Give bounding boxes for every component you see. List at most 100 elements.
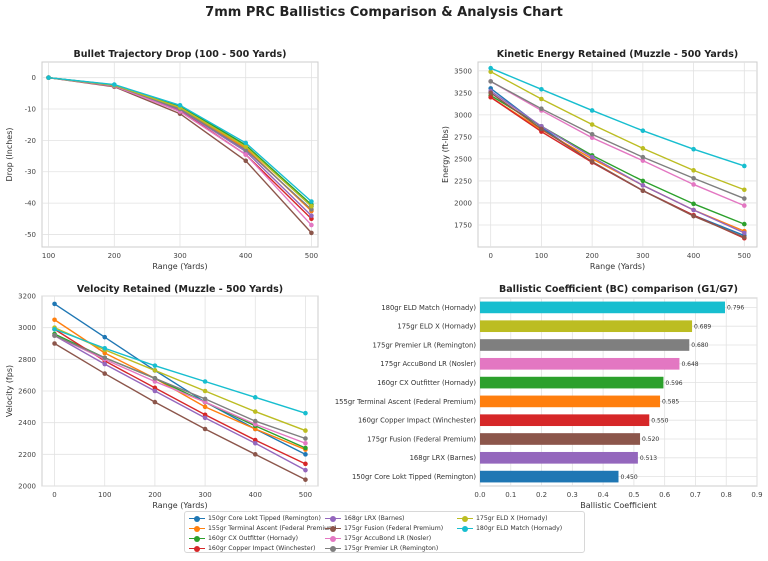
data-point: [303, 436, 308, 441]
y-tick-label: 3000: [18, 324, 36, 332]
series-line: [490, 80, 745, 207]
data-point: [742, 235, 747, 240]
y-tick-label: 3000: [454, 111, 472, 119]
data-point: [691, 182, 696, 187]
data-point: [303, 428, 308, 433]
series-9: [488, 65, 747, 169]
bar: [480, 451, 638, 464]
bar: [480, 414, 650, 427]
data-point: [202, 412, 208, 418]
y-tick-label: 2800: [18, 356, 36, 364]
data-point: [488, 90, 493, 96]
data-point: [691, 213, 696, 219]
category-label: 160gr Copper Impact (Winchester): [358, 417, 476, 425]
data-point: [488, 94, 493, 100]
data-point: [640, 158, 646, 163]
bar-value-label: 0.648: [681, 361, 698, 368]
legend-item: 155gr Terminal Ascent (Federal Premium): [189, 523, 336, 534]
x-tick-label: 100: [42, 252, 55, 260]
data-point: [589, 159, 595, 164]
data-point: [691, 175, 696, 181]
data-point: [243, 158, 249, 164]
legend-swatch: [189, 533, 205, 544]
data-point: [488, 79, 493, 84]
data-point: [111, 82, 117, 87]
data-point: [243, 140, 249, 146]
series-9: [52, 326, 308, 416]
bar-value-label: 0.680: [691, 342, 708, 349]
bar: [480, 357, 680, 370]
bar-value-label: 0.796: [727, 305, 744, 312]
panel-bc: Ballistic Coefficient (BC) comparison (G…: [335, 284, 763, 510]
legend-label: 160gr Copper Impact (Winchester): [208, 545, 316, 552]
series-7: [52, 333, 308, 441]
data-point: [691, 201, 696, 207]
data-point: [303, 452, 308, 457]
legend-marker: [194, 545, 200, 552]
series-line: [54, 342, 306, 481]
data-point: [589, 135, 595, 141]
data-point: [252, 421, 258, 427]
panel-title: Ballistic Coefficient (BC) comparison (G…: [499, 284, 738, 295]
y-tick-label: 0: [32, 74, 36, 82]
legend-item: 175gr Fusion (Federal Premium): [325, 523, 443, 534]
legend-label: 175gr AccuBond LR (Nosler): [344, 535, 432, 542]
series-line: [54, 303, 306, 455]
legend-marker: [330, 545, 336, 552]
data-point: [640, 188, 646, 193]
bar-value-label: 0.585: [662, 399, 679, 406]
x-tick-label: 100: [535, 252, 548, 260]
y-tick-label: -50: [25, 231, 36, 239]
y-axis-label: Velocity (fps): [5, 365, 14, 417]
y-tick-label: 2600: [18, 388, 36, 396]
series-5: [52, 341, 308, 482]
x-tick-label: 200: [108, 252, 121, 260]
x-axis-label: Ballistic Coefficient: [580, 501, 656, 510]
data-point: [488, 69, 493, 74]
data-point: [252, 437, 258, 443]
data-point: [202, 426, 208, 432]
y-axis-label: Drop (Inches): [5, 127, 14, 181]
legend-marker: [330, 515, 336, 522]
x-tick-label: 0.4: [598, 491, 610, 499]
x-tick-label: 500: [738, 252, 751, 260]
data-point: [539, 106, 544, 111]
data-point: [52, 301, 57, 307]
legend-marker: [194, 515, 200, 522]
data-point: [303, 477, 308, 482]
data-point: [303, 410, 308, 416]
legend-swatch: [325, 533, 341, 544]
y-tick-label: 3500: [454, 67, 472, 75]
series-7: [488, 79, 747, 201]
data-point: [177, 102, 183, 108]
bar: [480, 470, 619, 483]
data-point: [539, 87, 544, 92]
legend-label: 175gr Premier LR (Remington): [344, 545, 439, 552]
legend-swatch: [457, 523, 473, 534]
legend-item: 180gr ELD Match (Hornady): [457, 523, 562, 534]
y-tick-label: 2750: [454, 133, 472, 141]
legend-label: 175gr ELD X (Hornady): [476, 515, 548, 522]
y-axis-label: Energy (ft-lbs): [441, 126, 450, 183]
y-tick-label: -30: [25, 168, 36, 176]
x-axis-label: Range (Yards): [152, 501, 207, 510]
x-tick-label: 400: [239, 252, 252, 260]
data-point: [102, 345, 108, 351]
x-axis-label: Range (Yards): [590, 262, 645, 271]
legend-swatch: [189, 543, 205, 554]
category-label: 168gr LRX (Barnes): [410, 454, 477, 462]
data-point: [202, 399, 208, 405]
data-point: [152, 399, 158, 405]
data-point: [202, 404, 208, 410]
data-point: [202, 379, 208, 384]
data-point: [640, 183, 646, 188]
x-tick-label: 0.9: [751, 491, 762, 499]
legend-marker: [462, 515, 468, 522]
data-point: [303, 445, 308, 451]
data-point: [309, 213, 314, 218]
data-point: [152, 376, 158, 381]
series-line: [54, 334, 306, 444]
data-point: [742, 230, 747, 236]
bar-value-label: 0.513: [640, 455, 657, 462]
category-label: 175gr Premier LR (Remington): [372, 341, 476, 349]
